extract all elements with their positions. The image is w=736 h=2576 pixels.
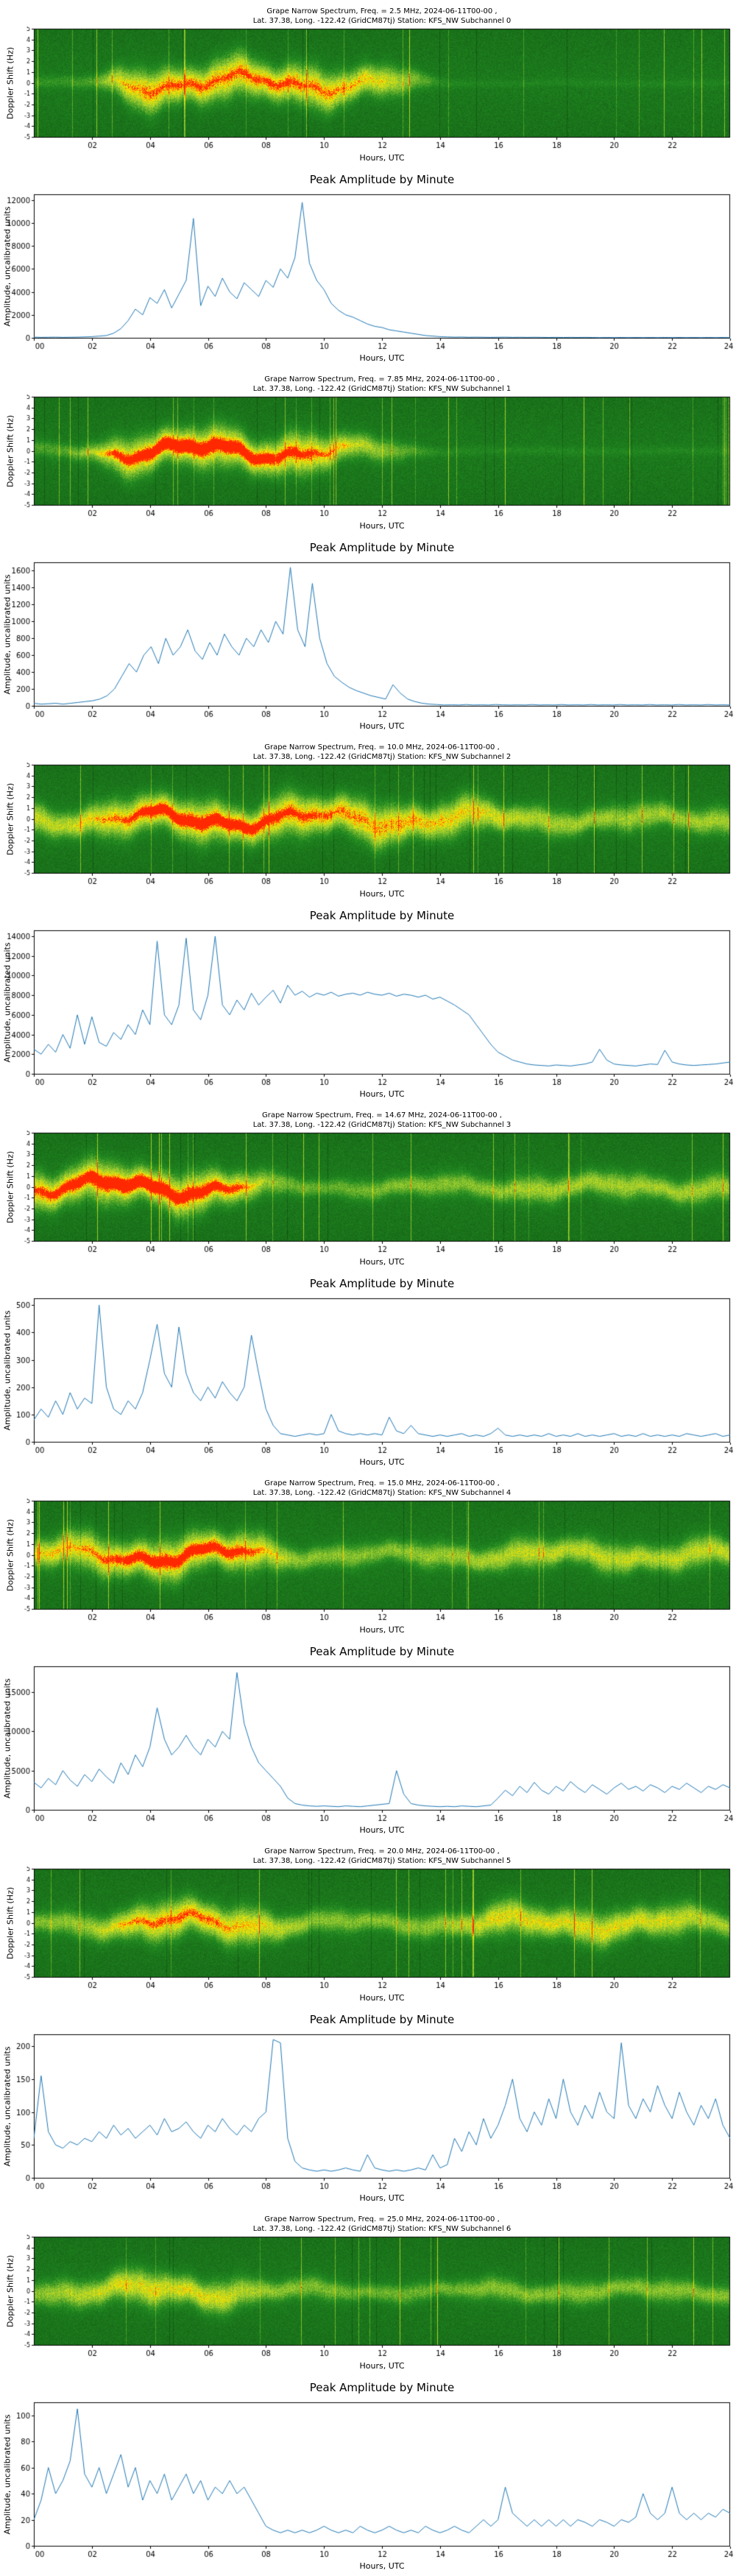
amplitude-plot-2: Peak Amplitude by Minute Amplitude, unca…	[0, 900, 736, 1100]
spectrogram-title-line2: Lat. 37.38, Long. -122.42 (GridCM87tj) S…	[252, 385, 512, 393]
spectrogram-title: Grape Narrow Spectrum, Freq. = 20.0 MHz,…	[34, 1844, 730, 1866]
spectrogram-title: Grape Narrow Spectrum, Freq. = 7.85 MHz,…	[34, 372, 730, 394]
amplitude-y-axis-label: Amplitude, uncalibrated units	[2, 2414, 13, 2535]
spectrogram-1: Grape Narrow Spectrum, Freq. = 7.85 MHz,…	[0, 372, 736, 532]
spectrogram-canvas	[0, 1498, 736, 1625]
spectrogram-title-line2: Lat. 37.38, Long. -122.42 (GridCM87tj) S…	[252, 2225, 512, 2233]
spectrogram-x-axis-label: Hours, UTC	[359, 153, 405, 163]
amplitude-canvas	[0, 1662, 736, 1825]
spectrogram-y-axis-label: Doppler Shift (Hz)	[5, 1150, 15, 1224]
spectrogram-title-line2: Lat. 37.38, Long. -122.42 (GridCM87tj) S…	[252, 1121, 512, 1129]
spectrogram-x-axis-label: Hours, UTC	[359, 521, 405, 531]
spectrogram-title-line1: Grape Narrow Spectrum, Freq. = 10.0 MHz,…	[264, 743, 500, 751]
amplitude-title: Peak Amplitude by Minute	[309, 541, 455, 554]
amplitude-y-axis-label: Amplitude, uncalibrated units	[2, 206, 13, 327]
spectrogram-canvas	[0, 1130, 736, 1257]
chart-pair-3: Grape Narrow Spectrum, Freq. = 14.67 MHz…	[0, 1104, 736, 1472]
spectrogram-3: Grape Narrow Spectrum, Freq. = 14.67 MHz…	[0, 1108, 736, 1268]
amplitude-title: Peak Amplitude by Minute	[309, 2013, 455, 2026]
spectrogram-title-line1: Grape Narrow Spectrum, Freq. = 25.0 MHz,…	[264, 2215, 500, 2223]
amplitude-x-axis-label: Hours, UTC	[359, 1457, 405, 1467]
spectrogram-title-line1: Grape Narrow Spectrum, Freq. = 2.5 MHz, …	[266, 7, 498, 15]
amplitude-title: Peak Amplitude by Minute	[309, 909, 455, 922]
spectrogram-0: Grape Narrow Spectrum, Freq. = 2.5 MHz, …	[0, 4, 736, 164]
amplitude-canvas	[0, 190, 736, 353]
amplitude-canvas	[0, 2398, 736, 2561]
spectrogram-canvas	[0, 26, 736, 153]
amplitude-x-axis-label: Hours, UTC	[359, 2193, 405, 2203]
spectrogram-title-line2: Lat. 37.38, Long. -122.42 (GridCM87tj) S…	[252, 753, 512, 761]
amplitude-x-axis-label: Hours, UTC	[359, 1089, 405, 1099]
spectrogram-y-axis-label: Doppler Shift (Hz)	[5, 782, 15, 856]
amplitude-plot-5: Peak Amplitude by Minute Amplitude, unca…	[0, 2004, 736, 2204]
spectrogram-canvas	[0, 1866, 736, 1993]
amplitude-title: Peak Amplitude by Minute	[309, 1277, 455, 1290]
spectrogram-title: Grape Narrow Spectrum, Freq. = 14.67 MHz…	[34, 1108, 730, 1130]
amplitude-canvas	[0, 1294, 736, 1457]
spectrogram-4: Grape Narrow Spectrum, Freq. = 15.0 MHz,…	[0, 1476, 736, 1636]
spectrogram-canvas	[0, 762, 736, 889]
spectrogram-title-line1: Grape Narrow Spectrum, Freq. = 20.0 MHz,…	[264, 1847, 500, 1855]
amplitude-x-axis-label: Hours, UTC	[359, 2561, 405, 2571]
spectrogram-x-axis-label: Hours, UTC	[359, 1625, 405, 1635]
spectrogram-title: Grape Narrow Spectrum, Freq. = 25.0 MHz,…	[34, 2212, 730, 2234]
spectrogram-y-axis-label: Doppler Shift (Hz)	[5, 2254, 15, 2328]
amplitude-title: Peak Amplitude by Minute	[309, 2381, 455, 2394]
amplitude-y-axis-label: Amplitude, uncalibrated units	[2, 1678, 13, 1799]
spectrogram-x-axis-label: Hours, UTC	[359, 889, 405, 899]
spectrogram-6: Grape Narrow Spectrum, Freq. = 25.0 MHz,…	[0, 2212, 736, 2372]
chart-pair-1: Grape Narrow Spectrum, Freq. = 7.85 MHz,…	[0, 368, 736, 736]
amplitude-plot-4: Peak Amplitude by Minute Amplitude, unca…	[0, 1636, 736, 1836]
amplitude-canvas	[0, 926, 736, 1089]
amplitude-plot-6: Peak Amplitude by Minute Amplitude, unca…	[0, 2372, 736, 2572]
amplitude-y-axis-label: Amplitude, uncalibrated units	[2, 2046, 13, 2167]
amplitude-y-axis-label: Amplitude, uncalibrated units	[2, 574, 13, 695]
spectrogram-5: Grape Narrow Spectrum, Freq. = 20.0 MHz,…	[0, 1844, 736, 2004]
spectrogram-canvas	[0, 394, 736, 521]
spectrogram-title: Grape Narrow Spectrum, Freq. = 15.0 MHz,…	[34, 1476, 730, 1498]
spectrogram-title-line2: Lat. 37.38, Long. -122.42 (GridCM87tj) S…	[252, 1857, 512, 1865]
amplitude-y-axis-label: Amplitude, uncalibrated units	[2, 942, 13, 1063]
spectrogram-title-line1: Grape Narrow Spectrum, Freq. = 15.0 MHz,…	[264, 1479, 500, 1487]
spectrogram-x-axis-label: Hours, UTC	[359, 1993, 405, 2003]
amplitude-x-axis-label: Hours, UTC	[359, 721, 405, 731]
spectrogram-y-axis-label: Doppler Shift (Hz)	[5, 1886, 15, 1960]
spectrogram-2: Grape Narrow Spectrum, Freq. = 10.0 MHz,…	[0, 740, 736, 900]
spectrogram-title: Grape Narrow Spectrum, Freq. = 10.0 MHz,…	[34, 740, 730, 762]
spectrogram-canvas	[0, 2234, 736, 2361]
spectrogram-y-axis-label: Doppler Shift (Hz)	[5, 1518, 15, 1592]
spectrogram-title-line2: Lat. 37.38, Long. -122.42 (GridCM87tj) S…	[252, 17, 512, 25]
spectrogram-title-line1: Grape Narrow Spectrum, Freq. = 7.85 MHz,…	[264, 375, 500, 383]
spectrogram-y-axis-label: Doppler Shift (Hz)	[5, 46, 15, 120]
chart-pair-6: Grape Narrow Spectrum, Freq. = 25.0 MHz,…	[0, 2208, 736, 2576]
amplitude-plot-1: Peak Amplitude by Minute Amplitude, unca…	[0, 532, 736, 732]
amplitude-canvas	[0, 2030, 736, 2193]
chart-pair-4: Grape Narrow Spectrum, Freq. = 15.0 MHz,…	[0, 1472, 736, 1840]
spectrogram-x-axis-label: Hours, UTC	[359, 2361, 405, 2371]
spectrogram-title-line2: Lat. 37.38, Long. -122.42 (GridCM87tj) S…	[252, 1489, 512, 1497]
amplitude-title: Peak Amplitude by Minute	[309, 173, 455, 186]
spectrogram-title-line1: Grape Narrow Spectrum, Freq. = 14.67 MHz…	[262, 1111, 502, 1119]
chart-pair-5: Grape Narrow Spectrum, Freq. = 20.0 MHz,…	[0, 1840, 736, 2208]
amplitude-x-axis-label: Hours, UTC	[359, 353, 405, 363]
spectrogram-x-axis-label: Hours, UTC	[359, 1257, 405, 1267]
amplitude-plot-3: Peak Amplitude by Minute Amplitude, unca…	[0, 1268, 736, 1468]
chart-pair-0: Grape Narrow Spectrum, Freq. = 2.5 MHz, …	[0, 0, 736, 368]
amplitude-title: Peak Amplitude by Minute	[309, 1645, 455, 1658]
amplitude-plot-0: Peak Amplitude by Minute Amplitude, unca…	[0, 164, 736, 364]
spectrogram-y-axis-label: Doppler Shift (Hz)	[5, 414, 15, 488]
amplitude-x-axis-label: Hours, UTC	[359, 1825, 405, 1835]
chart-pair-2: Grape Narrow Spectrum, Freq. = 10.0 MHz,…	[0, 736, 736, 1104]
spectrogram-title: Grape Narrow Spectrum, Freq. = 2.5 MHz, …	[34, 4, 730, 26]
amplitude-y-axis-label: Amplitude, uncalibrated units	[2, 1310, 13, 1431]
amplitude-canvas	[0, 558, 736, 721]
